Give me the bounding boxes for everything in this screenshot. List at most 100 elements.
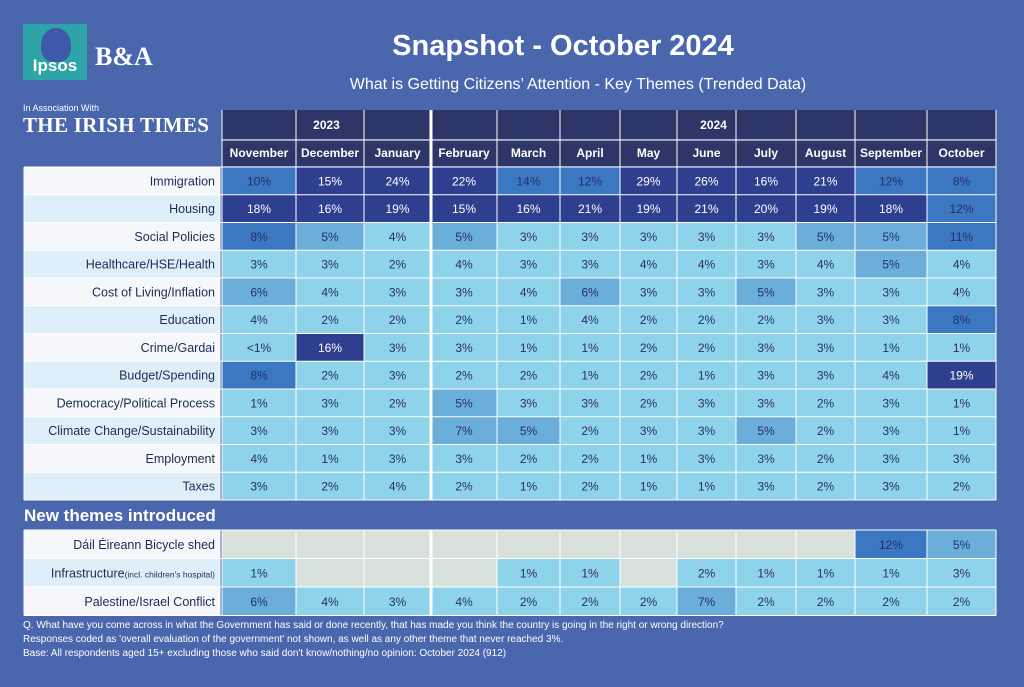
theme-row-value: 3% <box>389 369 407 383</box>
theme-row-value: 3% <box>882 313 900 327</box>
theme-row-cell <box>677 444 736 473</box>
theme-row-cell <box>431 250 497 278</box>
theme-row-cell <box>677 167 736 195</box>
theme-row-cell <box>560 416 620 445</box>
month-header-june: June <box>692 146 720 160</box>
theme-row-cell <box>620 250 677 278</box>
theme-row-cell <box>296 250 364 278</box>
theme-row-value: 5% <box>757 424 775 438</box>
new-theme-row-value: 12% <box>879 538 903 552</box>
new-theme-row-value: 2% <box>698 566 716 580</box>
theme-row-value: 3% <box>455 285 473 299</box>
theme-row-cell <box>677 333 736 362</box>
theme-row-value: 1% <box>953 341 971 355</box>
new-theme-row-cell <box>497 530 560 559</box>
month-header-cell <box>796 140 855 166</box>
theme-row-label: Social Policies <box>134 230 215 244</box>
theme-row-cell <box>560 250 620 278</box>
theme-row-cell <box>364 472 431 500</box>
logo-text: Ipsos <box>32 56 78 75</box>
new-theme-row-cell <box>927 558 996 587</box>
ipsos-logo: Ipsos <box>23 24 87 80</box>
theme-row-cell <box>620 333 677 362</box>
theme-row-value: 3% <box>698 396 716 410</box>
theme-row-value: 1% <box>581 369 599 383</box>
theme-row-cell <box>296 444 364 473</box>
theme-row-value: 3% <box>817 341 835 355</box>
new-theme-row-cell <box>855 558 927 587</box>
theme-row-value: 21% <box>578 202 602 216</box>
theme-row-cell <box>560 305 620 334</box>
theme-row-value: 3% <box>698 230 716 244</box>
theme-row-value: 3% <box>250 424 268 438</box>
theme-row-value: 1% <box>953 396 971 410</box>
theme-row-cell <box>736 333 796 362</box>
theme-row-cell <box>497 305 560 334</box>
theme-row-value: 2% <box>581 480 599 494</box>
theme-row-cell <box>620 305 677 334</box>
theme-row-value: 4% <box>520 285 538 299</box>
theme-row-cell <box>736 472 796 500</box>
theme-row-cell <box>222 250 296 278</box>
theme-row-value: 2% <box>698 341 716 355</box>
theme-row-cell <box>222 444 296 473</box>
row-label-cell <box>24 530 220 559</box>
theme-row-value: 3% <box>817 369 835 383</box>
new-theme-row-value: 1% <box>882 566 900 580</box>
theme-row-value: 4% <box>389 230 407 244</box>
theme-row-value: 3% <box>389 341 407 355</box>
theme-row-value: 4% <box>953 258 971 272</box>
month-header-cell <box>736 140 796 166</box>
new-theme-row-value: 1% <box>817 566 835 580</box>
new-theme-row-cell <box>222 587 296 616</box>
theme-row-cell <box>927 389 996 417</box>
row-label-cell <box>24 250 220 278</box>
month-header-cell <box>927 140 996 166</box>
theme-row-cell <box>620 222 677 251</box>
theme-row-cell <box>927 278 996 306</box>
theme-row-cell <box>222 222 296 251</box>
theme-row-cell <box>736 305 796 334</box>
new-theme-row-cell <box>560 530 620 559</box>
page-title: Snapshot - October 2024 <box>392 30 734 62</box>
theme-row-value: 12% <box>949 202 973 216</box>
theme-row-cell <box>796 278 855 306</box>
theme-row-value: 1% <box>953 424 971 438</box>
theme-row-value: 3% <box>882 285 900 299</box>
theme-row-cell <box>364 305 431 334</box>
theme-row-value: 3% <box>757 396 775 410</box>
theme-row-cell <box>560 444 620 473</box>
theme-row-cell <box>296 305 364 334</box>
new-theme-row-cell <box>222 558 296 587</box>
theme-row-value: 5% <box>817 230 835 244</box>
theme-row-cell <box>364 167 431 195</box>
theme-row-value: 3% <box>250 258 268 272</box>
theme-row-value: 5% <box>455 396 473 410</box>
row-label-cell <box>24 444 220 473</box>
new-theme-row-cell <box>560 558 620 587</box>
theme-row-value: 6% <box>581 285 599 299</box>
row-label-cell <box>24 333 220 362</box>
theme-row-value: 4% <box>817 258 835 272</box>
theme-row-cell <box>927 167 996 195</box>
theme-row-cell <box>855 389 927 417</box>
footnote-base: Base: All respondents aged 15+ excluding… <box>23 648 507 659</box>
theme-row-cell <box>620 416 677 445</box>
theme-row-value: 2% <box>389 313 407 327</box>
row-label-cell <box>24 558 220 587</box>
theme-row-value: 15% <box>452 202 476 216</box>
new-theme-row-value: 7% <box>698 595 716 609</box>
theme-row-cell <box>560 389 620 417</box>
theme-row-value: 5% <box>882 230 900 244</box>
partner-logo: B&A <box>95 42 153 71</box>
theme-row-cell <box>431 333 497 362</box>
theme-row-cell <box>855 472 927 500</box>
theme-row-value: 16% <box>318 202 342 216</box>
theme-row-cell <box>927 194 996 223</box>
theme-row-value: 2% <box>953 480 971 494</box>
theme-row-value: 10% <box>247 174 271 188</box>
new-theme-row-cell <box>677 530 736 559</box>
new-theme-row-value: 3% <box>953 566 971 580</box>
theme-row-cell <box>796 167 855 195</box>
new-theme-row-label: Dáil Éireann Bicycle shed <box>73 537 215 552</box>
